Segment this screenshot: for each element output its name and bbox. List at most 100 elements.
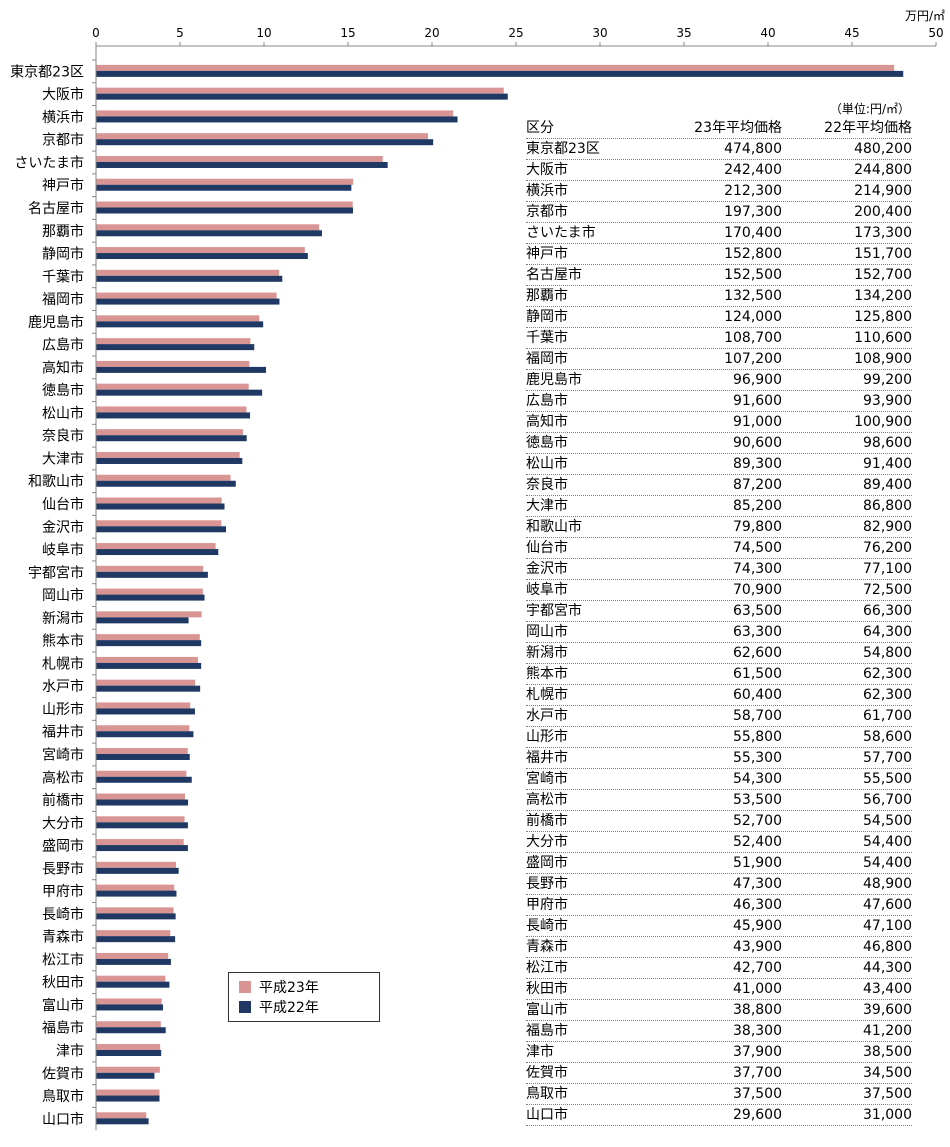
- category-label: 京都市: [42, 132, 84, 149]
- bar-2011: [96, 315, 260, 322]
- table-cell-2010: 31,000: [863, 1107, 912, 1123]
- table-row: 京都市 197,300 200,400: [526, 202, 912, 223]
- table-cell-category: 名古屋市: [526, 267, 582, 283]
- category-label: 津市: [56, 1042, 84, 1059]
- bar-2011: [96, 930, 171, 937]
- bar-2010: [96, 457, 243, 464]
- table-cell-2011: 29,600: [733, 1107, 782, 1123]
- category-label: 福岡市: [42, 291, 84, 308]
- table-cell-2010: 110,600: [854, 330, 912, 346]
- bar-2011: [96, 839, 184, 846]
- table-row: 熊本市 61,500 62,300: [526, 664, 912, 685]
- table-cell-2011: 70,900: [733, 582, 782, 598]
- table-cell-category: 宇都宮市: [526, 603, 582, 619]
- x-tick-label: 40: [760, 26, 775, 40]
- table-row: 甲府市 46,300 47,600: [526, 895, 912, 916]
- table-cell-category: 長野市: [526, 876, 568, 892]
- table-cell-2011: 63,300: [733, 624, 782, 640]
- category-label: 名古屋市: [28, 200, 84, 217]
- table-cell-category: 和歌山市: [526, 519, 582, 535]
- table-cell-category: 千葉市: [526, 330, 568, 346]
- table-row: 福島市 38,300 41,200: [526, 1021, 912, 1042]
- table-cell-2011: 124,000: [724, 309, 782, 325]
- x-tick-label: 20: [424, 26, 439, 40]
- bar-2011: [96, 1043, 161, 1050]
- table-cell-category: 佐賀市: [526, 1065, 568, 1081]
- bar-2011: [96, 656, 198, 663]
- table-cell-2011: 170,400: [724, 225, 782, 241]
- category-label: 松山市: [42, 405, 84, 422]
- table-cell-category: 金沢市: [526, 561, 568, 577]
- table-row: 秋田市 41,000 43,400: [526, 979, 912, 1000]
- category-label: 宇都宮市: [28, 564, 84, 581]
- table-cell-2011: 38,800: [733, 1002, 782, 1018]
- x-tick-label: 45: [844, 26, 859, 40]
- bar-2011: [96, 429, 243, 436]
- category-label: 和歌山市: [28, 473, 84, 490]
- bar-2010: [96, 70, 904, 77]
- table-cell-2011: 41,000: [733, 981, 782, 997]
- table-cell-category: 鳥取市: [526, 1086, 568, 1102]
- table-cell-2010: 98,600: [863, 435, 912, 451]
- table-cell-2010: 200,400: [854, 204, 912, 220]
- bar-2011: [96, 543, 216, 550]
- table-cell-2010: 89,400: [863, 477, 912, 493]
- table-cell-2011: 108,700: [724, 330, 782, 346]
- table-row: 高知市 91,000 100,900: [526, 412, 912, 433]
- bar-2011: [96, 474, 231, 481]
- table-cell-2010: 100,900: [854, 414, 912, 430]
- bar-2010: [96, 161, 388, 168]
- table-cell-category: さいたま市: [526, 225, 596, 241]
- table-row: 東京都23区 474,800 480,200: [526, 139, 912, 160]
- table-cell-2011: 52,700: [733, 813, 782, 829]
- bar-2011: [96, 247, 305, 254]
- bar-2011: [96, 747, 188, 754]
- x-tick-label: 0: [92, 26, 100, 40]
- category-label: 奈良市: [42, 428, 84, 445]
- bar-2010: [96, 753, 190, 760]
- table-cell-2011: 37,900: [733, 1044, 782, 1060]
- category-label: 大阪市: [42, 86, 84, 103]
- bar-2010: [96, 366, 267, 373]
- table-row: 松山市 89,300 91,400: [526, 454, 912, 475]
- table-cell-2011: 46,300: [733, 897, 782, 913]
- table-cell-2010: 37,500: [863, 1086, 912, 1102]
- table-cell-2011: 61,500: [733, 666, 782, 682]
- bar-2011: [96, 1066, 160, 1073]
- table-cell-category: 大分市: [526, 834, 568, 850]
- table-cell-2010: 125,800: [854, 309, 912, 325]
- table-cell-category: 新潟市: [526, 645, 568, 661]
- table-cell-category: 横浜市: [526, 183, 568, 199]
- table-cell-2011: 87,200: [733, 477, 782, 493]
- bars: [92, 46, 904, 1131]
- table-cell-2010: 62,300: [863, 687, 912, 703]
- table-cell-2011: 62,600: [733, 645, 782, 661]
- table-cell-category: 奈良市: [526, 477, 568, 493]
- table-cell-2010: 82,900: [863, 519, 912, 535]
- category-label: 鹿児島市: [28, 314, 84, 331]
- table-cell-2010: 56,700: [863, 792, 912, 808]
- bar-2010: [96, 503, 225, 510]
- table-row: 岡山市 63,300 64,300: [526, 622, 912, 643]
- bar-2011: [96, 770, 187, 777]
- table-cell-2011: 79,800: [733, 519, 782, 535]
- table-row: 山形市 55,800 58,600: [526, 727, 912, 748]
- table-row: 札幌市 60,400 62,300: [526, 685, 912, 706]
- category-label: 新潟市: [42, 610, 84, 627]
- legend: 平成23年 平成22年: [228, 972, 380, 1022]
- category-label: 福井市: [42, 724, 84, 741]
- table-cell-2010: 64,300: [863, 624, 912, 640]
- table-cell-category: 大阪市: [526, 162, 568, 178]
- bar-2011: [96, 338, 251, 345]
- table-cell-2010: 41,200: [863, 1023, 912, 1039]
- table-row: 和歌山市 79,800 82,900: [526, 517, 912, 538]
- category-label: 秋田市: [42, 974, 84, 991]
- table-cell-2010: 76,200: [863, 540, 912, 556]
- table-cell-2011: 91,600: [733, 393, 782, 409]
- x-tick-label: 15: [340, 26, 355, 40]
- table-cell-category: 松山市: [526, 456, 568, 472]
- table-cell-2010: 54,500: [863, 813, 912, 829]
- category-label: 熊本市: [42, 633, 84, 650]
- bar-2010: [96, 549, 219, 556]
- bar-2011: [96, 224, 320, 231]
